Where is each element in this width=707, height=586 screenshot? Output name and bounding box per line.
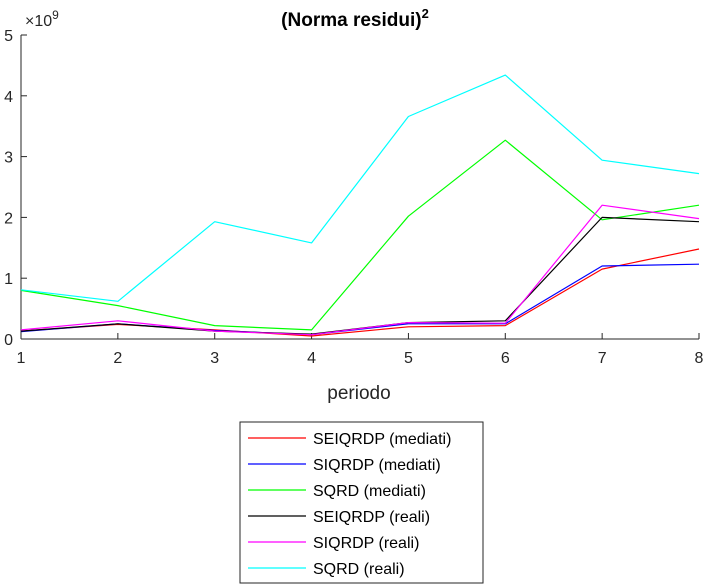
legend-label: SIQRDP (reali): [313, 535, 419, 552]
x-tick-label: 2: [113, 350, 122, 367]
series-line-6: [20, 74, 700, 302]
x-axis-label: periodo: [327, 383, 390, 404]
y-tick-label: 0: [4, 332, 13, 349]
y-tick-label: 1: [4, 271, 13, 288]
y-tick-label: 5: [4, 28, 13, 45]
series-line-3: [20, 139, 700, 331]
x-tick-label: 5: [404, 350, 413, 367]
legend-label: SEIQRDP (mediati): [313, 431, 451, 448]
legend-label: SIQRDP (mediati): [313, 457, 441, 474]
chart-title: (Norma residui)2: [281, 6, 429, 31]
legend-label: SQRD (reali): [313, 561, 405, 578]
x-ticks: 1 2 3 4 5 6 7 8: [17, 333, 704, 367]
chart-title-superscript: 2: [422, 6, 429, 21]
x-tick-label: 4: [307, 350, 316, 367]
y-exponent-label: ×109: [25, 8, 59, 30]
legend-items: SEIQRDP (mediati) SIQRDP (mediati) SQRD (m…: [248, 431, 451, 578]
y-exponent-power: 9: [52, 8, 59, 22]
x-tick-label: 6: [501, 350, 510, 367]
x-tick-label: 8: [695, 350, 704, 367]
series-line-4: [20, 216, 700, 335]
legend-label: SQRD (mediati): [313, 483, 426, 500]
y-ticks: 0 1 2 3 4 5: [4, 28, 27, 349]
series-line-1: [20, 248, 700, 337]
legend-box: [239, 421, 484, 584]
series-line-5: [20, 204, 700, 336]
series-lines: [20, 74, 700, 337]
x-tick-label: 7: [598, 350, 607, 367]
y-tick-label: 4: [4, 89, 13, 106]
y-tick-label: 2: [4, 210, 13, 227]
x-tick-label: 3: [210, 350, 219, 367]
legend-label: SEIQRDP (reali): [313, 509, 430, 526]
legend: SEIQRDP (mediati) SIQRDP (mediati) SQRD (m…: [239, 421, 484, 584]
x-tick-label: 1: [17, 350, 26, 367]
y-tick-label: 3: [4, 150, 13, 167]
